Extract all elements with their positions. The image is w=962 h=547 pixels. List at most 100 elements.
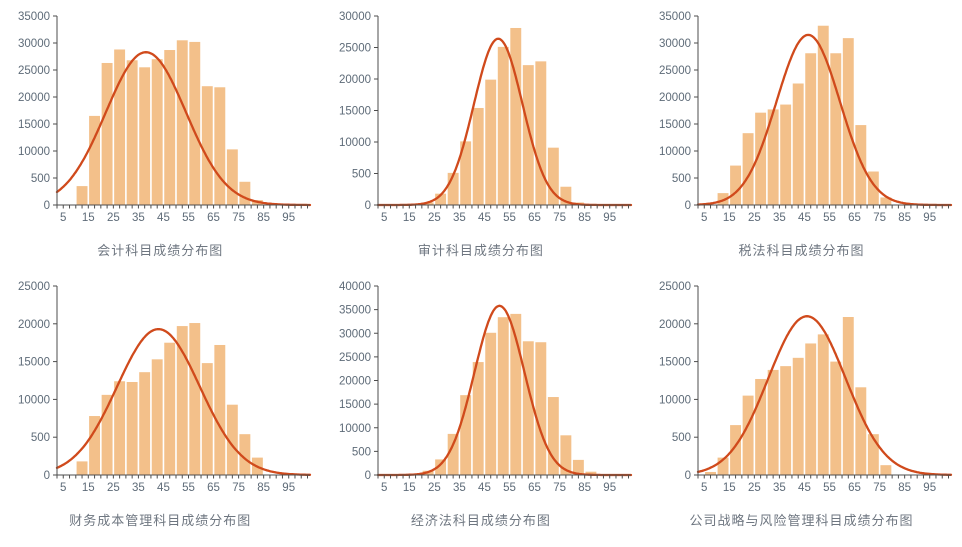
- svg-text:30000: 30000: [339, 328, 371, 340]
- svg-text:10000: 10000: [660, 146, 692, 158]
- svg-text:35: 35: [773, 212, 786, 224]
- svg-text:0: 0: [44, 470, 50, 482]
- histogram-plot-strategy-risk-management: 0 500 10000 15000 20000 25000 5 15 25 35 45 55 65 75 8…: [660, 281, 953, 494]
- svg-text:30000: 30000: [339, 11, 371, 23]
- svg-text:95: 95: [283, 212, 296, 224]
- svg-text:30000: 30000: [18, 38, 50, 50]
- chart-economic-law: 0 500 10000 15000 20000 25000 30000 35000 40000 5…: [321, 272, 642, 542]
- svg-text:10000: 10000: [18, 146, 50, 158]
- chart-title-financial-cost-management: 财务成本管理科目成绩分布图: [69, 513, 252, 528]
- svg-text:75: 75: [874, 482, 887, 494]
- svg-text:15000: 15000: [339, 106, 371, 118]
- svg-text:15000: 15000: [660, 119, 692, 131]
- svg-text:15000: 15000: [18, 119, 50, 131]
- svg-text:35000: 35000: [660, 11, 692, 23]
- svg-text:25000: 25000: [339, 43, 371, 55]
- svg-text:25: 25: [107, 212, 120, 224]
- svg-text:15: 15: [82, 212, 95, 224]
- svg-text:95: 95: [924, 482, 937, 494]
- svg-text:45: 45: [799, 482, 812, 494]
- svg-text:0: 0: [44, 200, 50, 212]
- svg-text:25: 25: [107, 482, 120, 494]
- svg-text:85: 85: [258, 482, 271, 494]
- svg-text:20000: 20000: [18, 319, 50, 331]
- svg-text:55: 55: [503, 212, 516, 224]
- svg-text:5: 5: [702, 212, 708, 224]
- svg-text:55: 55: [182, 212, 195, 224]
- svg-text:65: 65: [528, 482, 541, 494]
- svg-text:20000: 20000: [660, 319, 692, 331]
- svg-text:65: 65: [849, 212, 862, 224]
- svg-text:20000: 20000: [18, 92, 50, 104]
- svg-text:500: 500: [352, 169, 371, 181]
- chart-title-economic-law: 经济法科目成绩分布图: [410, 513, 551, 528]
- svg-text:10000: 10000: [339, 137, 371, 149]
- svg-text:85: 85: [899, 482, 912, 494]
- svg-text:95: 95: [603, 212, 616, 224]
- svg-text:25: 25: [428, 482, 441, 494]
- svg-text:95: 95: [924, 212, 937, 224]
- svg-text:500: 500: [31, 173, 50, 185]
- svg-text:15: 15: [723, 212, 736, 224]
- svg-text:500: 500: [672, 173, 691, 185]
- svg-text:15000: 15000: [18, 357, 50, 369]
- svg-text:65: 65: [207, 482, 220, 494]
- histogram-plot-economic-law: 0 500 10000 15000 20000 25000 30000 35000 40000 5…: [339, 281, 633, 494]
- svg-text:65: 65: [528, 212, 541, 224]
- histogram-plot-financial-cost-management: 0 500 10000 15000 20000 25000 5 15 25 35 45 55 65 75 8…: [18, 281, 312, 494]
- svg-text:15000: 15000: [660, 357, 692, 369]
- svg-text:5: 5: [60, 482, 66, 494]
- svg-text:85: 85: [899, 212, 912, 224]
- chart-auditing: 0 500 10000 15000 20000 25000 30000 5 15 25 35 45 55…: [321, 2, 642, 272]
- svg-text:10000: 10000: [18, 394, 50, 406]
- svg-text:45: 45: [157, 482, 170, 494]
- svg-text:500: 500: [672, 432, 691, 444]
- svg-text:85: 85: [578, 482, 591, 494]
- svg-text:15: 15: [82, 482, 95, 494]
- svg-text:35000: 35000: [339, 305, 371, 317]
- histogram-plot-tax-law: 0 500 10000 15000 20000 25000 30000 35000 5 15 25 3…: [660, 11, 953, 224]
- chart-financial-cost-management: 0 500 10000 15000 20000 25000 5 15 25 35 45 55 65 75 8…: [0, 272, 321, 542]
- svg-text:35: 35: [773, 482, 786, 494]
- svg-text:5: 5: [60, 212, 66, 224]
- svg-text:0: 0: [364, 470, 370, 482]
- svg-text:5: 5: [381, 212, 387, 224]
- svg-text:75: 75: [874, 212, 887, 224]
- svg-text:5: 5: [702, 482, 708, 494]
- svg-text:35: 35: [453, 482, 466, 494]
- svg-text:45: 45: [478, 482, 491, 494]
- svg-text:25: 25: [428, 212, 441, 224]
- svg-text:35: 35: [453, 212, 466, 224]
- svg-text:35: 35: [132, 212, 145, 224]
- svg-text:45: 45: [157, 212, 170, 224]
- svg-text:30000: 30000: [660, 38, 692, 50]
- svg-text:85: 85: [578, 212, 591, 224]
- histogram-plot-accounting: 0 500 10000 15000 20000 25000 30000 35000 5 15 25 3…: [18, 11, 312, 224]
- svg-text:65: 65: [849, 482, 862, 494]
- svg-text:75: 75: [233, 212, 246, 224]
- svg-text:45: 45: [799, 212, 812, 224]
- svg-text:500: 500: [31, 432, 50, 444]
- chart-strategy-risk-management: 0 500 10000 15000 20000 25000 5 15 25 35 45 55 65 75 8…: [641, 272, 962, 542]
- svg-text:75: 75: [553, 482, 566, 494]
- svg-text:55: 55: [824, 482, 837, 494]
- svg-text:5: 5: [381, 482, 387, 494]
- svg-text:55: 55: [503, 482, 516, 494]
- chart-tax-law: 0 500 10000 15000 20000 25000 30000 35000 5 15 25 3…: [641, 2, 962, 272]
- svg-text:0: 0: [685, 470, 691, 482]
- svg-text:75: 75: [553, 212, 566, 224]
- svg-text:35: 35: [132, 482, 145, 494]
- svg-text:0: 0: [364, 200, 370, 212]
- chart-accounting: 0 500 10000 15000 20000 25000 30000 35000 5 15 25 3…: [0, 2, 321, 272]
- svg-text:95: 95: [283, 482, 296, 494]
- svg-text:25000: 25000: [339, 352, 371, 364]
- svg-text:65: 65: [207, 212, 220, 224]
- chart-title-strategy-risk-management: 公司战略与风险管理科目成绩分布图: [689, 513, 914, 528]
- svg-text:25000: 25000: [660, 281, 692, 293]
- svg-text:55: 55: [824, 212, 837, 224]
- svg-text:25000: 25000: [660, 65, 692, 77]
- svg-text:20000: 20000: [660, 92, 692, 104]
- svg-text:15: 15: [403, 212, 416, 224]
